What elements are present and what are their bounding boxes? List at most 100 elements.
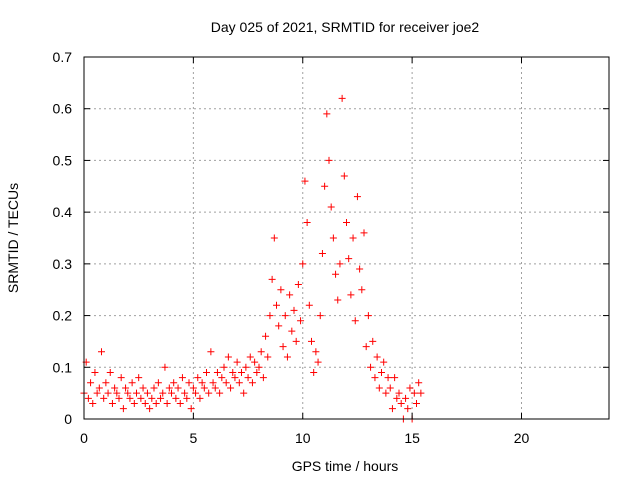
- chart-title: Day 025 of 2021, SRMTID for receiver joe…: [211, 19, 480, 35]
- data-point: [345, 255, 353, 263]
- data-point: [332, 270, 340, 278]
- x-tick-label: 5: [189, 430, 197, 446]
- data-point: [108, 399, 116, 407]
- data-point: [384, 374, 392, 382]
- data-point: [364, 312, 372, 320]
- data-point: [371, 374, 379, 382]
- data-point: [303, 218, 311, 226]
- data-point: [148, 394, 156, 402]
- data-points: [80, 94, 425, 423]
- data-point: [146, 405, 154, 413]
- data-point: [417, 389, 425, 397]
- y-tick-label: 0: [64, 411, 72, 427]
- data-point: [216, 389, 224, 397]
- x-tick-label: 20: [514, 430, 530, 446]
- data-point: [367, 363, 375, 371]
- data-point: [242, 363, 250, 371]
- data-point: [404, 405, 412, 413]
- tick-labels: 0 5 10 15 20 0 0.1 0.2 0.3 0.4 0.5 0.6 0.7: [53, 49, 530, 446]
- x-tick-label: 0: [80, 430, 88, 446]
- data-point: [279, 343, 287, 351]
- data-point: [130, 399, 138, 407]
- data-point: [87, 379, 95, 387]
- data-point: [93, 389, 101, 397]
- data-point: [290, 306, 298, 314]
- data-point: [104, 389, 112, 397]
- data-point: [402, 394, 410, 402]
- data-point: [262, 332, 270, 340]
- data-point: [98, 348, 105, 356]
- data-point: [314, 358, 322, 366]
- data-point: [185, 379, 193, 387]
- data-point: [362, 343, 370, 351]
- data-point: [321, 182, 329, 190]
- data-point: [224, 353, 232, 361]
- data-point: [270, 234, 278, 242]
- data-point: [157, 394, 165, 402]
- data-point: [257, 348, 265, 356]
- data-point: [135, 374, 143, 382]
- data-point: [351, 317, 359, 325]
- data-point: [343, 218, 350, 226]
- data-point: [218, 374, 226, 382]
- data-point: [356, 265, 364, 273]
- data-point: [111, 384, 119, 392]
- data-point: [181, 389, 189, 397]
- data-point: [207, 348, 215, 356]
- data-point: [310, 368, 318, 376]
- y-tick-label: 0.3: [53, 256, 73, 272]
- data-point: [380, 358, 388, 366]
- data-point: [349, 234, 357, 242]
- data-point: [286, 291, 294, 299]
- data-point: [84, 394, 92, 402]
- data-point: [159, 389, 167, 397]
- data-point: [283, 353, 291, 361]
- data-point: [172, 394, 180, 402]
- data-point: [327, 203, 335, 211]
- data-point: [189, 384, 197, 392]
- data-point: [353, 193, 361, 201]
- data-point: [192, 389, 200, 397]
- data-point: [375, 384, 383, 392]
- data-point: [240, 389, 248, 397]
- data-point: [128, 379, 136, 387]
- data-point: [244, 374, 252, 382]
- y-tick-label: 0.1: [53, 359, 73, 375]
- data-point: [178, 374, 186, 382]
- data-point: [259, 374, 267, 382]
- data-point: [273, 301, 280, 309]
- data-point: [231, 374, 239, 382]
- data-point: [253, 368, 261, 376]
- y-tick-label: 0.5: [53, 152, 73, 168]
- data-point: [406, 384, 414, 392]
- y-tick-label: 0.4: [53, 204, 73, 220]
- y-tick-label: 0.7: [53, 49, 73, 65]
- data-point: [308, 337, 315, 345]
- data-point: [413, 399, 420, 407]
- data-point: [220, 363, 228, 371]
- data-point: [292, 337, 300, 345]
- data-point: [133, 389, 140, 397]
- data-point: [246, 353, 254, 361]
- data-point: [170, 379, 178, 387]
- data-point: [91, 368, 99, 376]
- data-point: [235, 379, 243, 387]
- data-point: [305, 301, 313, 309]
- tick-marks: [83, 56, 609, 420]
- data-point: [415, 379, 423, 387]
- data-point: [338, 94, 346, 102]
- data-point: [360, 229, 368, 237]
- data-point: [297, 317, 305, 325]
- data-point: [222, 379, 230, 387]
- data-point: [227, 384, 235, 392]
- data-point: [115, 394, 123, 402]
- data-point: [200, 384, 208, 392]
- y-axis-label: SRMTID / TECUs: [5, 183, 21, 293]
- data-point: [194, 374, 202, 382]
- data-point: [323, 110, 331, 118]
- data-point: [143, 389, 151, 397]
- data-point: [187, 405, 195, 413]
- data-point: [198, 379, 206, 387]
- data-point: [281, 312, 289, 320]
- data-point: [336, 260, 344, 268]
